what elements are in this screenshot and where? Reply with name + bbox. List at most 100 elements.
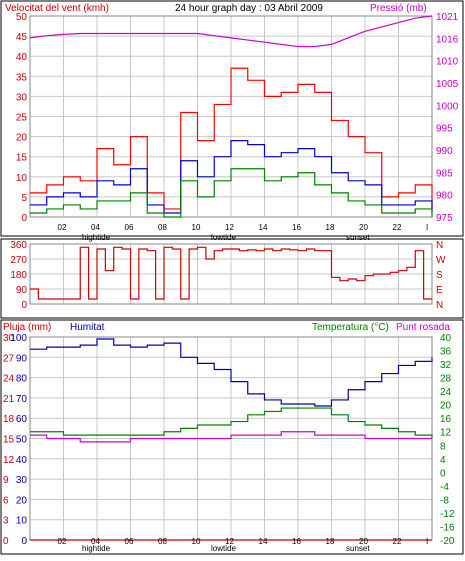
temp-tick-label: 20 xyxy=(440,401,452,412)
sunset-marker-2: sunset xyxy=(346,544,370,553)
lowtide-marker-2: lowtide xyxy=(211,544,236,553)
dewpoint-line xyxy=(30,431,432,443)
rain-tick-label: 15 xyxy=(3,435,15,446)
hour-tick-label: 20 xyxy=(359,537,368,546)
hightide-marker-2: hightide xyxy=(82,544,111,553)
pressure-tick-label: 980 xyxy=(436,191,453,202)
compass-tick-label: E xyxy=(436,285,443,296)
pressure-tick-label: 975 xyxy=(436,213,453,224)
pressure-tick-label: 1021 xyxy=(436,12,459,23)
sunset-marker: sunset xyxy=(346,233,370,242)
rain-tick-label: 21 xyxy=(3,394,15,405)
wind-tick-label: 45 xyxy=(16,32,28,43)
gust-line xyxy=(30,67,433,210)
hour-tick-label: 12 xyxy=(225,537,234,546)
rain-tick-label: 24 xyxy=(3,374,15,385)
temp-tick-label: 36 xyxy=(440,347,452,358)
hour-tick-label: 06 xyxy=(125,537,134,546)
hour-tick-label: 22 xyxy=(393,537,402,546)
humidity-tick-label: 70 xyxy=(16,394,28,405)
humidity-line xyxy=(30,338,433,407)
temp-tick-label: -4 xyxy=(440,482,449,493)
rain-tick-label: 27 xyxy=(3,353,15,364)
hour-tick-label: 14 xyxy=(259,537,268,546)
humidity-tick-label: 30 xyxy=(16,475,28,486)
temp-tick-label: 16 xyxy=(440,414,452,425)
wind-panel-frame xyxy=(0,0,464,237)
temp-axis-label: Temperatura (°C) xyxy=(312,322,389,333)
direction-left-ticks: 0 90 180 270 360 xyxy=(10,240,27,311)
temp-tick-label: 0 xyxy=(440,468,446,479)
hour-tick-label: 04 xyxy=(91,537,100,546)
dew-axis-label: Punt rosada xyxy=(396,322,450,333)
hour-tick-label: 16 xyxy=(292,537,301,546)
pressure-tick-label: 990 xyxy=(436,146,453,157)
humidity-tick-label: 100 xyxy=(10,333,27,344)
pressure-tick-label: 995 xyxy=(436,124,453,135)
hour-tick-label: 08 xyxy=(158,223,167,232)
temp-tick-label: -20 xyxy=(440,536,455,547)
climate-series xyxy=(30,338,433,541)
direction-tick-label: 270 xyxy=(10,255,27,266)
avg-line xyxy=(30,140,433,214)
compass-tick-label: N xyxy=(436,240,443,251)
wind-tick-label: 15 xyxy=(16,153,28,164)
compass-tick-label: N xyxy=(436,300,443,311)
hour-tick-label: I xyxy=(426,223,428,232)
humidity-tick-label: 90 xyxy=(16,353,28,364)
humidity-axis-label: Humitat xyxy=(70,322,105,333)
hour-tick-label: I xyxy=(426,537,428,546)
compass-tick-label: S xyxy=(436,270,443,281)
hour-tick-label: 20 xyxy=(359,223,368,232)
humidity-tick-label: 10 xyxy=(16,516,28,527)
wind-left-ticks: 0 5 10 15 20 25 30 35 40 45 50 xyxy=(16,12,28,224)
temp-tick-label: 28 xyxy=(440,374,452,385)
temp-tick-label: 24 xyxy=(440,387,452,398)
direction-panel-frame xyxy=(0,238,464,319)
humidity-tick-label: 80 xyxy=(16,374,28,385)
hightide-marker-1: hightide xyxy=(82,233,111,242)
rain-tick-label: 3 xyxy=(3,516,9,527)
direction-line xyxy=(30,246,432,300)
wind-tick-label: 30 xyxy=(16,92,28,103)
rain-tick-label: 0 xyxy=(3,536,9,547)
direction-tick-label: 180 xyxy=(10,270,27,281)
direction-tick-label: 0 xyxy=(21,300,27,311)
rain-tick-label: 30 xyxy=(3,333,15,344)
rain-tick-label: 9 xyxy=(3,475,9,486)
low-line xyxy=(30,168,433,218)
hour-tick-label: 02 xyxy=(58,537,67,546)
rain-tick-label: 6 xyxy=(3,495,9,506)
wind-tick-label: 10 xyxy=(16,173,28,184)
pressure-axis-label: Pressió (mb) xyxy=(370,3,427,14)
temp-tick-label: 32 xyxy=(440,360,452,371)
wind-series xyxy=(29,15,433,218)
plot-area xyxy=(29,243,433,305)
humidity-tick-label: 60 xyxy=(16,414,28,425)
direction-series xyxy=(30,246,432,300)
wind-tick-label: 35 xyxy=(16,72,28,83)
wind-tick-label: 0 xyxy=(21,213,27,224)
rain-axis-label: Pluja (mm) xyxy=(3,322,51,333)
temp-tick-label: 40 xyxy=(440,333,452,344)
direction-grid xyxy=(29,243,433,305)
wind-axis-label: Velocitat del vent (kmh) xyxy=(5,3,109,14)
hour-tick-label: 22 xyxy=(393,223,402,232)
climate-right-ticks: -20 -16 -12 -8 -4 0 4 8 12 16 20 24 28 32 36 40 xyxy=(440,333,455,547)
pressure-tick-label: 1005 xyxy=(436,79,459,90)
wind-tick-label: 50 xyxy=(16,12,28,23)
hour-tick-label: 14 xyxy=(259,223,268,232)
hour-tick-label: 16 xyxy=(292,223,301,232)
direction-tick-label: 360 xyxy=(10,240,27,251)
hour-tick-label: 02 xyxy=(58,223,67,232)
chart-title: 24 hour graph day : 03 Abril 2009 xyxy=(175,3,323,14)
hour-tick-label: 18 xyxy=(326,537,335,546)
climate-panel-frame xyxy=(0,319,464,555)
climate-left-ticks: 0 3 6 9 12 15 18 21 24 27 30 0 10 20 30 40 50 60 70 80 90 100 xyxy=(3,333,27,547)
humidity-tick-label: 0 xyxy=(21,536,27,547)
wind-tick-label: 40 xyxy=(16,52,28,63)
rain-tick-label: 18 xyxy=(3,414,15,425)
